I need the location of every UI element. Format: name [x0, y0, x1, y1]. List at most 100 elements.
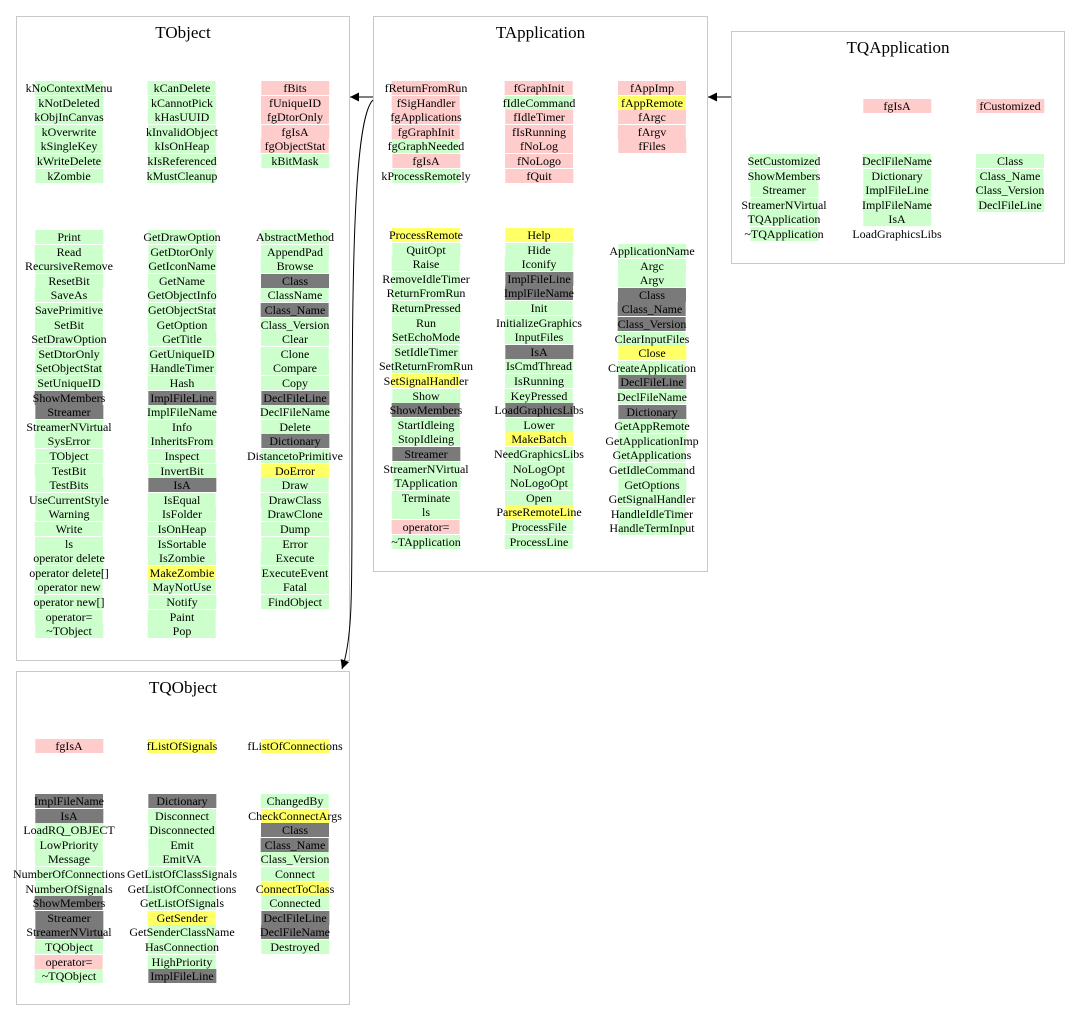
method-numberofsignals: NumberOfSignals	[25, 881, 113, 896]
item-label: fReturnFromRun	[384, 81, 468, 95]
method-inspect: Inspect	[148, 449, 216, 463]
item-label: fgGraphNeeded	[387, 139, 465, 154]
method-connected: Connected	[260, 896, 329, 911]
item-label: LoadRQ_OBJECT	[23, 823, 115, 838]
highlight-swatch	[750, 183, 818, 198]
method-setechomode: SetEchoMode	[392, 330, 460, 345]
item-label: LoadGraphicsLibs	[494, 403, 584, 418]
method-compare: Compare	[261, 361, 329, 376]
item-label: Dictionary	[626, 404, 678, 419]
highlight-swatch	[260, 124, 329, 139]
highlight-swatch	[617, 287, 686, 302]
class-title: TObject	[155, 23, 211, 42]
item-label: ImplFileName	[504, 286, 574, 301]
method-removeidletimer: RemoveIdleTimer	[382, 271, 470, 286]
method-getsenderclassname: GetSenderClassName	[129, 925, 235, 940]
method-declfilename: DeclFileName	[862, 154, 932, 168]
method-initializegraphics: InitializeGraphics	[496, 315, 582, 330]
method-hide: Hide	[504, 242, 573, 257]
highlight-swatch	[148, 478, 216, 493]
item-label: operator new[]	[33, 595, 105, 609]
member-fgisa: fgIsA	[260, 124, 329, 139]
method-classname: ClassName	[261, 288, 329, 303]
method-streamernvirtual: StreamerNVirtual	[26, 925, 112, 940]
item-label: MakeZombie	[149, 565, 215, 580]
item-label: fIdleTimer	[513, 110, 565, 125]
highlight-swatch	[392, 490, 460, 505]
highlight-swatch	[392, 330, 460, 345]
method-clone: Clone	[260, 346, 329, 361]
member-fappimp: fAppImp	[618, 81, 686, 95]
method-run: Run	[391, 315, 460, 330]
highlight-swatch	[863, 212, 931, 227]
method-declfileline: DeclFileLine	[976, 197, 1044, 212]
item-label: HandleTimer	[150, 361, 214, 376]
highlight-swatch	[35, 507, 103, 522]
item-label: Inspect	[164, 449, 200, 463]
item-label: operator=	[45, 954, 93, 969]
highlight-swatch	[148, 95, 216, 110]
highlight-swatch	[617, 419, 686, 434]
member-fappremote: fAppRemote	[618, 95, 686, 110]
method-streamer: Streamer	[750, 183, 818, 198]
highlight-swatch	[392, 228, 460, 242]
highlight-swatch	[504, 242, 573, 257]
class-title: TQObject	[149, 678, 217, 697]
item-label: EmitVA	[162, 852, 202, 867]
item-label: TQApplication	[747, 212, 821, 227]
highlight-swatch	[148, 81, 216, 95]
member-fgapplications: fgApplications	[390, 110, 462, 125]
item-label: IsA	[888, 212, 906, 227]
item-label: kZombie	[47, 168, 91, 183]
highlight-swatch	[260, 896, 329, 911]
method-operator-delete: operator delete	[33, 551, 105, 566]
item-label: GetApplications	[612, 448, 692, 463]
method-operator-new: operator new	[34, 580, 103, 595]
item-label: Streamer	[762, 183, 806, 198]
item-label: ApplicationName	[609, 244, 695, 258]
item-label: kCanDelete	[153, 81, 211, 95]
method-info: Info	[148, 419, 216, 434]
highlight-swatch	[147, 434, 216, 449]
method-dictionary: Dictionary	[260, 434, 329, 449]
highlight-swatch	[35, 565, 103, 580]
highlight-swatch	[148, 823, 216, 838]
highlight-swatch	[975, 183, 1044, 198]
highlight-swatch	[391, 168, 460, 183]
member-kinvalidobject: kInvalidObject	[146, 124, 218, 139]
member-fgobjectstat: fgObjectStat	[261, 139, 329, 154]
item-label: Copy	[281, 376, 309, 390]
method-keypressed: KeyPressed	[505, 388, 573, 403]
highlight-swatch	[148, 522, 216, 536]
class-box-tqobject: TQObject fgIsA fListOfSignals fListOfConne…	[13, 671, 350, 1005]
highlight-swatch	[505, 476, 573, 491]
member-kisonheap: kIsOnHeap	[148, 139, 216, 154]
highlight-swatch	[617, 521, 686, 536]
item-label: StartIdleing	[397, 417, 455, 432]
item-label: Info	[172, 419, 192, 434]
highlight-swatch	[391, 110, 460, 125]
item-label: InputFiles	[514, 330, 564, 345]
highlight-swatch	[260, 405, 329, 420]
highlight-swatch	[618, 360, 686, 375]
method-copy: Copy	[260, 376, 329, 390]
method-open: Open	[505, 490, 573, 505]
method-issortable: IsSortable	[148, 536, 216, 551]
item-label: operator delete	[33, 551, 105, 566]
method-needgraphicslibs: NeedGraphicsLibs	[494, 447, 584, 461]
highlight-swatch	[505, 505, 573, 520]
highlight-swatch	[35, 124, 103, 139]
class-title: TApplication	[495, 23, 586, 42]
item-label: ls	[421, 505, 431, 520]
item-label: IsA	[530, 344, 548, 359]
highlight-swatch	[505, 490, 573, 505]
item-label: fNoLog	[520, 139, 558, 154]
item-label: GetSender	[156, 910, 208, 925]
item-label: SetIdleTimer	[394, 344, 458, 359]
item-label: ImplFileLine	[865, 183, 929, 198]
highlight-swatch	[260, 95, 329, 110]
method-class: Class	[260, 273, 329, 288]
class-title: TQApplication	[846, 38, 950, 57]
item-label: kNotDeleted	[38, 95, 100, 110]
highlight-swatch	[260, 536, 329, 551]
